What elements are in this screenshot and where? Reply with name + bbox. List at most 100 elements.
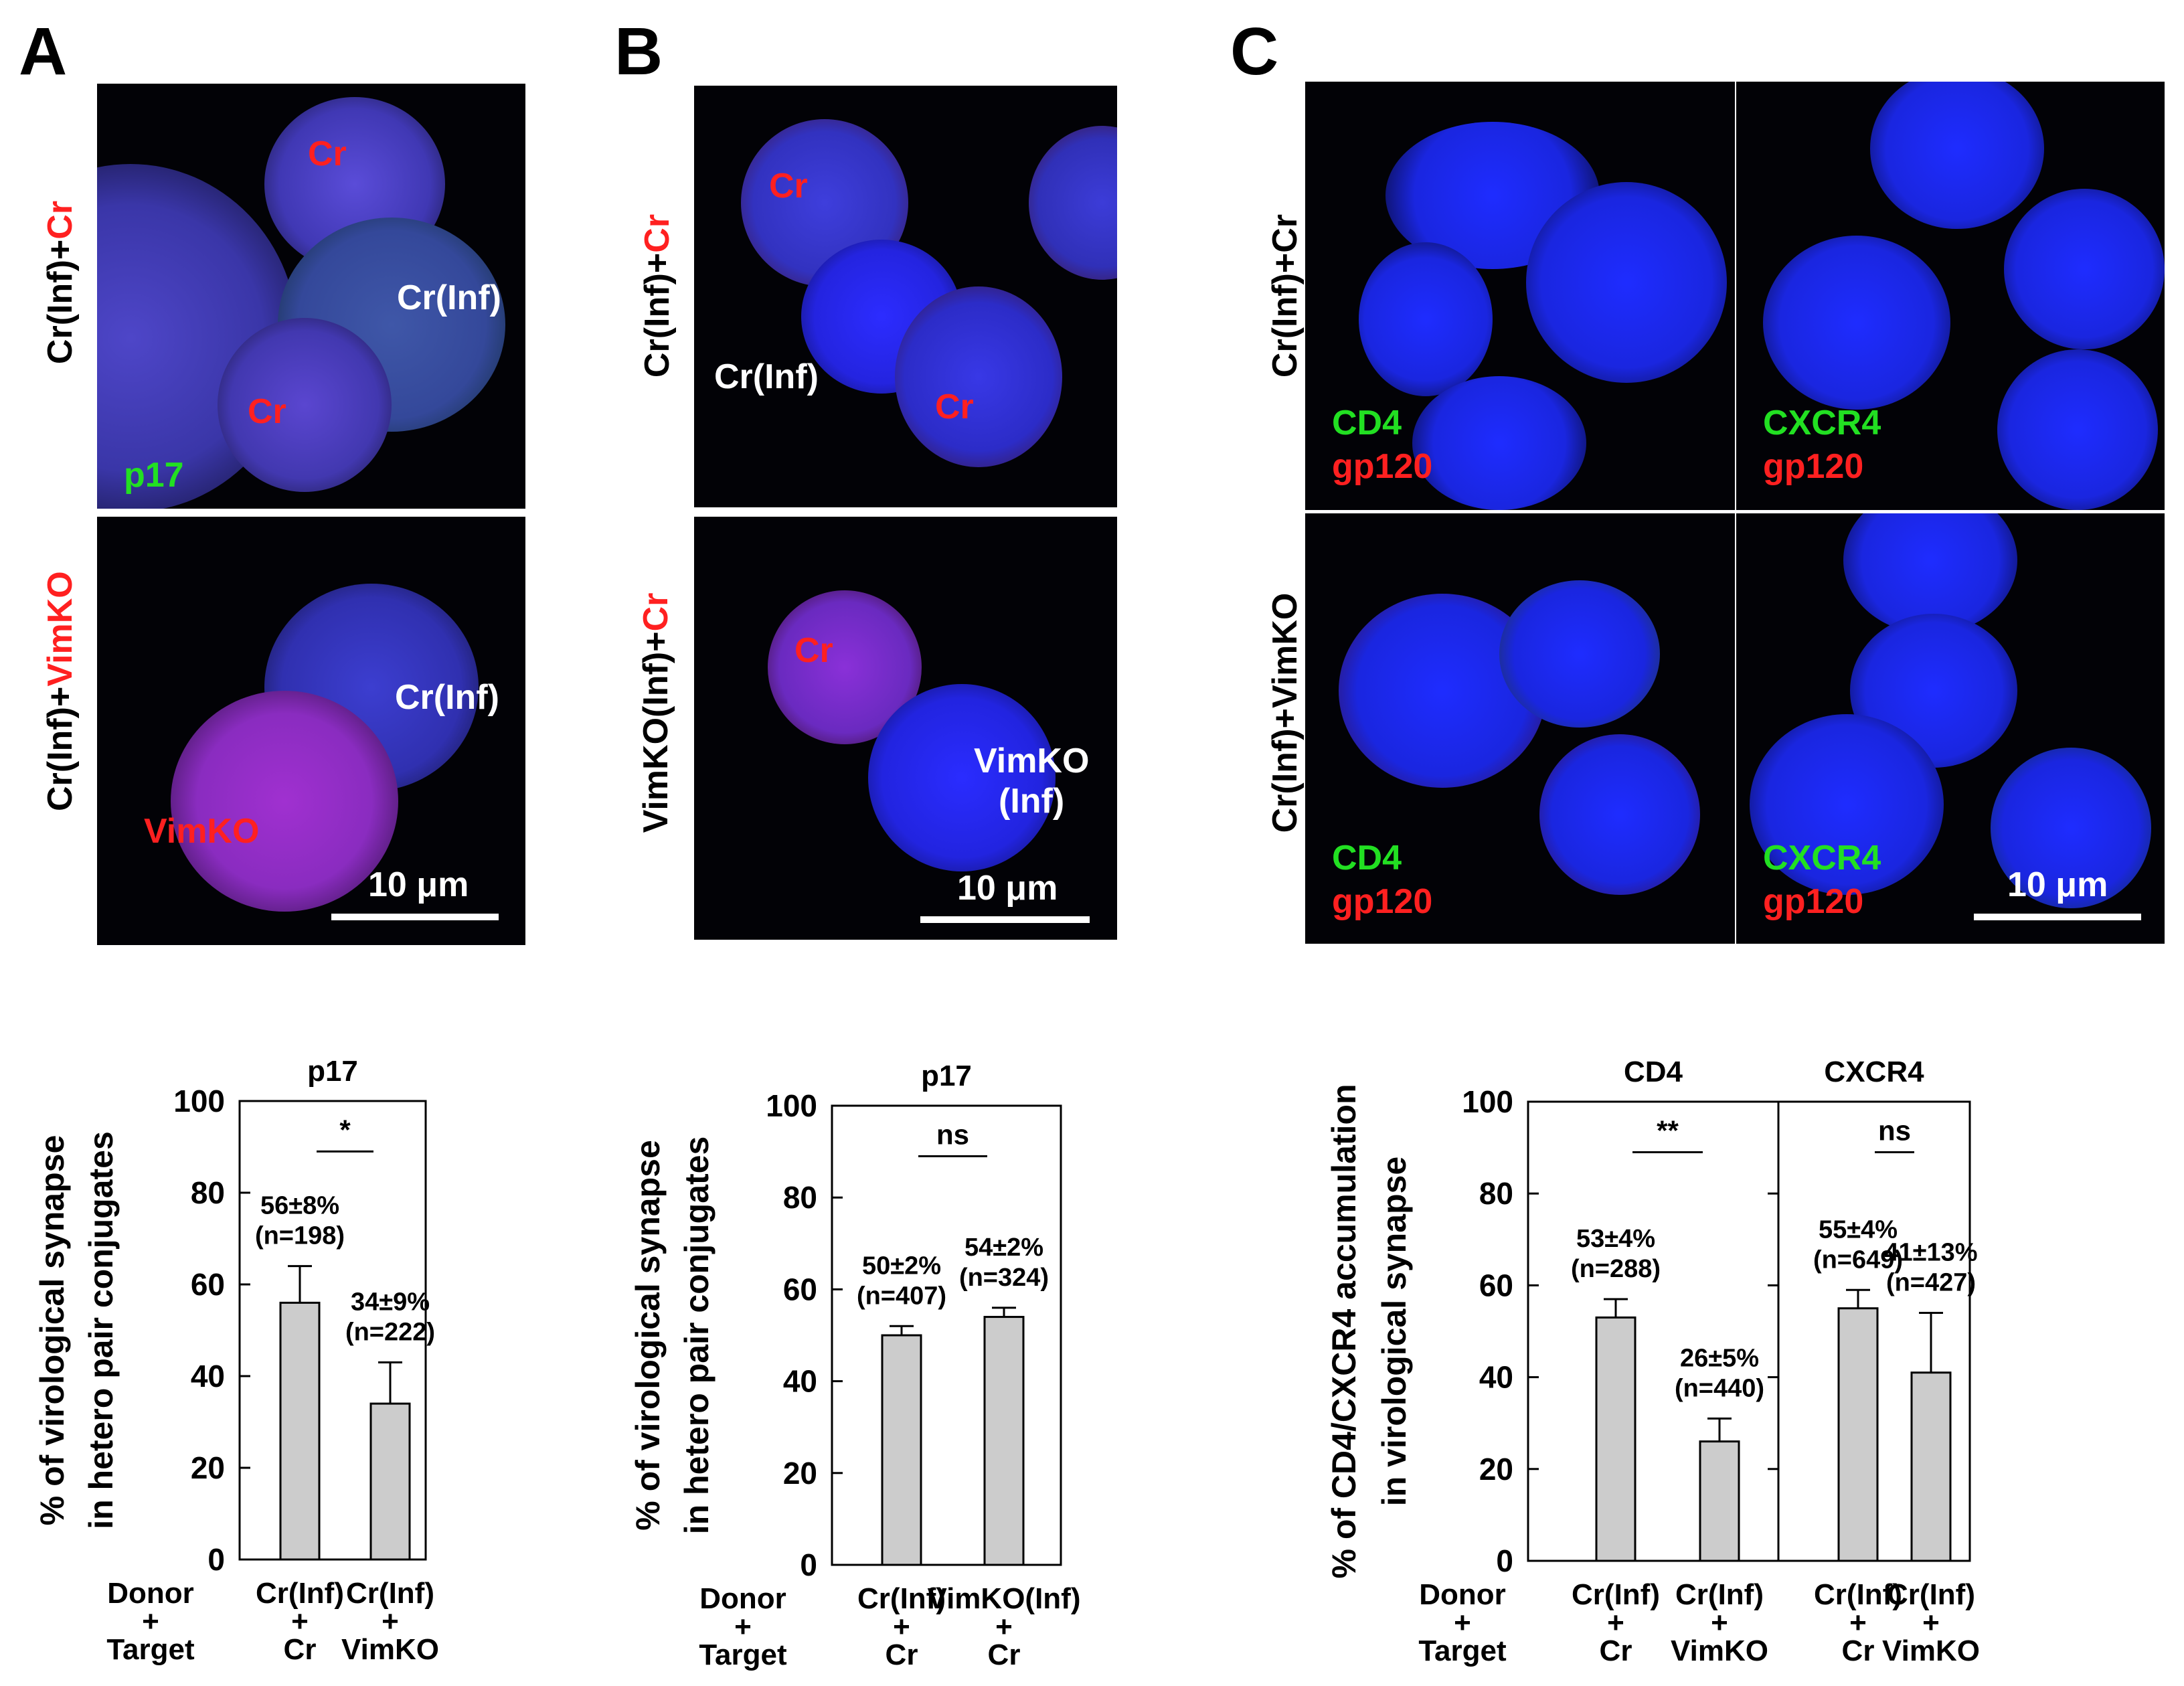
category-label: VimKO <box>1882 1634 1980 1667</box>
y-tick-label: 80 <box>1479 1176 1513 1211</box>
y-tick-label: 40 <box>191 1359 225 1394</box>
significance-label: ns <box>1878 1114 1911 1146</box>
x-row-label: Donor <box>1419 1578 1506 1611</box>
x-row-label: Target <box>106 1633 195 1666</box>
stain-label: p17 <box>124 456 184 495</box>
scale-bar <box>331 914 499 920</box>
data-label: 34±9% <box>351 1288 430 1316</box>
stain-label: gp120 <box>1763 882 1864 921</box>
y-tick-label: 60 <box>191 1267 225 1302</box>
data-label: (n=288) <box>1571 1255 1661 1283</box>
category-label: Cr <box>988 1638 1021 1671</box>
y-axis-label: % of virological synapse <box>33 1135 71 1526</box>
x-row-label: Donor <box>107 1577 194 1610</box>
y-tick-label: 100 <box>1462 1084 1513 1119</box>
cell-label: VimKO <box>974 742 1090 780</box>
x-row-label: Donor <box>699 1582 786 1615</box>
y-tick-label: 100 <box>173 1084 225 1118</box>
cell-label: Cr <box>248 392 286 431</box>
y-axis-label: % of virological synapse <box>629 1140 667 1531</box>
y-tick-label: 0 <box>1496 1543 1513 1578</box>
category-label: + <box>382 1605 399 1638</box>
category-label: Cr(Inf) <box>256 1577 344 1610</box>
category-label: Cr <box>1842 1634 1875 1667</box>
category-label: Cr(Inf) <box>1675 1578 1764 1611</box>
x-row-label: Target <box>699 1638 787 1671</box>
data-label: 50±2% <box>862 1252 941 1280</box>
stain-label: CXCR4 <box>1763 839 1881 877</box>
cell-label: Cr(Inf) <box>395 678 499 717</box>
x-row-label: + <box>1454 1606 1471 1639</box>
cell-label: Cr(Inf) <box>397 278 501 317</box>
data-label: 56±8% <box>260 1192 339 1220</box>
micrograph-a-top: Cr Cr(Inf) Cr p17 <box>97 84 525 509</box>
category-label: + <box>893 1610 910 1643</box>
stain-label: CXCR4 <box>1763 404 1881 442</box>
plot-frame <box>831 1104 1062 1566</box>
stain-label: gp120 <box>1332 882 1433 921</box>
scale-label: 10 μm <box>368 865 469 904</box>
micrograph-a-bottom: Cr(Inf) VimKO 10 μm <box>97 517 525 945</box>
category-label: Cr(Inf) <box>1814 1578 1902 1611</box>
category-label: + <box>1607 1606 1624 1639</box>
data-label: (n=324) <box>959 1264 1049 1292</box>
y-tick-label: 80 <box>191 1175 225 1210</box>
y-tick-label: 80 <box>783 1180 817 1215</box>
y-tick-label: 0 <box>207 1542 225 1577</box>
panel-a-row2-label: Cr(Inf)+VimKO <box>41 571 80 811</box>
category-label: + <box>995 1610 1013 1643</box>
category-label: Cr <box>886 1638 918 1671</box>
panel-letter-b: B <box>614 14 663 89</box>
significance-label: * <box>339 1114 351 1145</box>
y-axis-label: in hetero pair conjugates <box>82 1131 120 1529</box>
chart-title: p17 <box>307 1055 358 1088</box>
scale-label: 10 μm <box>957 869 1058 908</box>
micrograph-b-bottom: Cr VimKO (Inf) 10 μm <box>694 517 1117 940</box>
plot-frame <box>1527 1100 1971 1562</box>
cell-label: Cr(Inf) <box>714 357 819 396</box>
y-tick-label: 40 <box>1479 1360 1513 1395</box>
bar <box>1595 1316 1636 1562</box>
data-label: (n=407) <box>857 1282 946 1310</box>
category-label: Cr <box>284 1633 317 1666</box>
micrograph-c-cd4-bottom: CD4 gp120 <box>1305 513 1735 944</box>
category-label: VimKO(Inf) <box>928 1582 1081 1615</box>
cell-label: (Inf) <box>999 782 1065 821</box>
significance-label: ** <box>1657 1114 1679 1146</box>
panel-b-row1-label: Cr(Inf)+Cr <box>638 214 677 378</box>
y-tick-label: 20 <box>783 1456 817 1491</box>
chart-title: p17 <box>921 1060 972 1092</box>
panel-letter-a: A <box>19 14 68 89</box>
data-label: 41±13% <box>1884 1239 1977 1267</box>
plot-frame <box>238 1100 427 1561</box>
micrograph-c-cxcr4-top: CXCR4 gp120 <box>1736 82 2165 510</box>
micrograph-c-cxcr4-bottom: CXCR4 gp120 10 μm <box>1736 513 2165 944</box>
significance-label: ns <box>936 1118 969 1150</box>
x-row-label: + <box>734 1610 752 1643</box>
panel-letter-c: C <box>1230 14 1279 89</box>
data-label: (n=427) <box>1886 1269 1976 1297</box>
y-tick-label: 40 <box>783 1364 817 1399</box>
scale-bar <box>920 916 1090 923</box>
category-label: + <box>291 1605 309 1638</box>
y-axis-label: % of CD4/CXCR4 accumulation <box>1325 1084 1363 1578</box>
category-label: + <box>1711 1606 1728 1639</box>
chart-title: CD4 <box>1624 1056 1683 1088</box>
chart-a: 0 20 40 60 80 100 % of virological synapse in h… <box>33 1055 439 1666</box>
panel-c-row1-label: Cr(Inf)+Cr <box>1266 214 1305 378</box>
category-label: Cr <box>1600 1634 1632 1667</box>
category-label: Cr(Inf) <box>1572 1578 1660 1611</box>
category-label: Cr(Inf) <box>346 1577 434 1610</box>
chart-c: 0 20 40 60 80 100 % of CD4/CXCR4 accumulation i… <box>1325 1056 1980 1667</box>
y-axis-label: in hetero pair conjugates <box>678 1136 716 1535</box>
data-label: (n=649) <box>1813 1246 1903 1274</box>
y-tick-label: 20 <box>1479 1452 1513 1487</box>
category-label: + <box>1849 1606 1867 1639</box>
stain-label: gp120 <box>1763 447 1864 486</box>
data-label: (n=198) <box>255 1222 345 1250</box>
stain-label: gp120 <box>1332 447 1433 486</box>
bar <box>279 1301 321 1561</box>
bar <box>369 1402 411 1561</box>
data-label: 55±4% <box>1819 1215 1898 1244</box>
cell-label: Cr <box>794 631 833 670</box>
